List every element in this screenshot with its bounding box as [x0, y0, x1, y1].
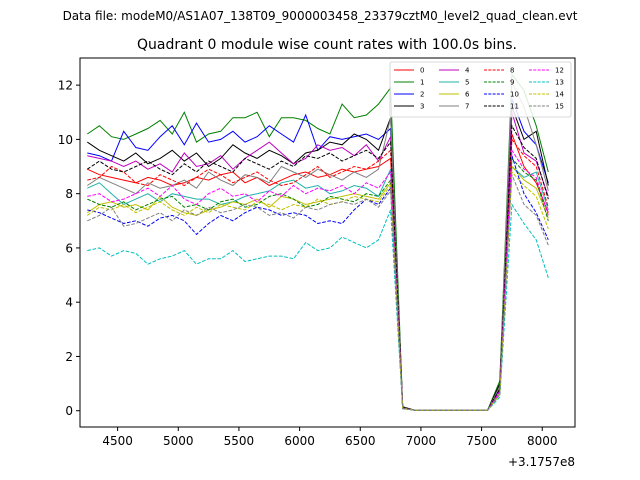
x-tick-label: 7500 — [466, 434, 497, 448]
legend-label-15: 15 — [555, 103, 564, 111]
suptitle: Data file: modeM0/AS1A07_138T09_90000034… — [63, 9, 578, 23]
legend-label-9: 9 — [510, 79, 514, 87]
legend-label-6: 6 — [465, 91, 470, 99]
x-tick-label: 5000 — [163, 434, 194, 448]
series-line-4 — [87, 112, 549, 411]
y-tick-label: 10 — [58, 133, 73, 147]
series-line-0 — [87, 133, 549, 411]
y-tick-label: 6 — [65, 241, 73, 255]
series-line-1 — [87, 72, 549, 411]
series-line-11 — [87, 124, 549, 411]
series-layer — [87, 72, 549, 411]
legend-label-3: 3 — [420, 103, 424, 111]
legend-label-10: 10 — [510, 91, 519, 99]
chart-title: Quadrant 0 module wise count rates with … — [137, 37, 517, 53]
legend-label-14: 14 — [555, 91, 564, 99]
legend-label-13: 13 — [555, 79, 564, 87]
series-line-12 — [87, 148, 549, 411]
x-tick-label: 4500 — [102, 434, 133, 448]
series-line-13 — [87, 202, 549, 411]
x-axis-ticks: 4500 5000 5500 6000 6500 7000 7500 8000 — [102, 427, 558, 448]
x-tick-label: 6500 — [345, 434, 376, 448]
legend-label-8: 8 — [510, 67, 514, 75]
series-line-8 — [87, 137, 549, 411]
legend-frame — [389, 61, 572, 118]
legend-label-1: 1 — [420, 79, 424, 87]
series-line-15 — [87, 174, 549, 411]
legend-label-2: 2 — [420, 91, 424, 99]
legend-label-0: 0 — [420, 67, 424, 75]
series-line-3 — [87, 106, 549, 411]
y-tick-label: 0 — [65, 404, 73, 418]
legend-label-5: 5 — [465, 79, 469, 87]
x-tick-label: 6000 — [284, 434, 315, 448]
y-tick-label: 12 — [58, 79, 73, 93]
y-tick-label: 8 — [65, 187, 73, 201]
y-tick-label: 2 — [65, 350, 73, 364]
series-line-9 — [87, 157, 549, 411]
x-offset-text: +3.1757e8 — [508, 455, 575, 469]
series-line-14 — [87, 170, 549, 411]
legend-label-4: 4 — [465, 67, 470, 75]
x-tick-label: 7000 — [406, 434, 437, 448]
legend-label-11: 11 — [510, 103, 519, 111]
x-tick-label: 5500 — [224, 434, 255, 448]
y-tick-label: 4 — [65, 296, 73, 310]
y-axis-ticks: 0 2 4 6 8 10 12 — [58, 79, 80, 418]
plot-frame — [79, 57, 576, 428]
legend-label-7: 7 — [465, 103, 469, 111]
series-line-7 — [87, 82, 549, 411]
x-tick-label: 8000 — [527, 434, 558, 448]
legend-label-12: 12 — [555, 67, 564, 75]
